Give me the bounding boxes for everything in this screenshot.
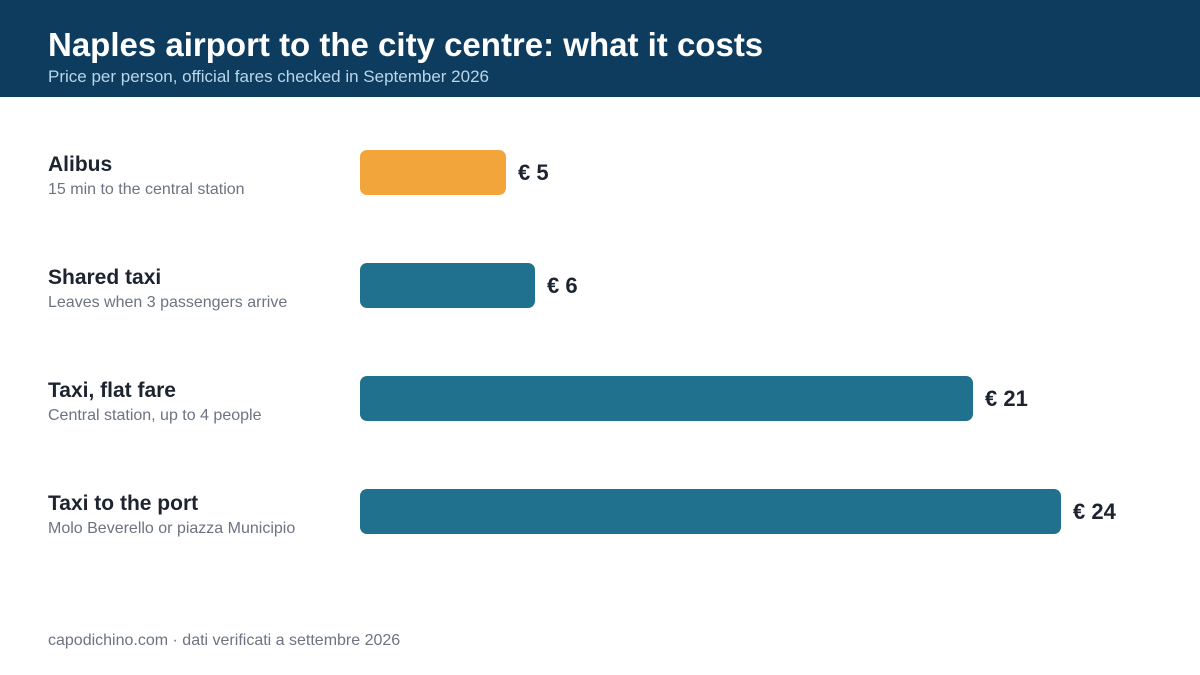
value-label: € 5 <box>518 160 549 185</box>
bar <box>360 263 535 308</box>
bar <box>360 376 973 421</box>
bar-row: Alibus 15 min to the central station € 5 <box>0 144 1200 204</box>
category-description: 15 min to the central station <box>48 181 245 198</box>
category-label: Shared taxi <box>48 266 162 289</box>
value-label: € 6 <box>547 273 578 298</box>
bar-row: Shared taxi Leaves when 3 passengers arri… <box>0 257 1200 317</box>
category-label: Taxi to the port <box>48 492 199 515</box>
source-note: capodichino.com · dati verificati a sett… <box>48 632 401 649</box>
value-label: € 24 <box>1073 499 1116 524</box>
bar-row: Taxi, flat fare Central station, up to 4 … <box>0 370 1200 430</box>
bar <box>360 150 506 195</box>
value-label: € 21 <box>985 386 1028 411</box>
category-label: Alibus <box>48 153 113 176</box>
category-description: Leaves when 3 passengers arrive <box>48 294 288 311</box>
category-label: Taxi, flat fare <box>48 379 176 402</box>
chart-title: Naples airport to the city centre: what … <box>48 26 764 63</box>
category-description: Central station, up to 4 people <box>48 407 262 424</box>
chart-header: Naples airport to the city centre: what … <box>0 0 1200 97</box>
category-description: Molo Beverello or piazza Municipio <box>48 520 296 537</box>
bar-row: Taxi to the port Molo Beverello or piazza… <box>0 483 1200 543</box>
chart-subtitle: Price per person, official fares checked… <box>48 67 489 86</box>
bar <box>360 489 1061 534</box>
